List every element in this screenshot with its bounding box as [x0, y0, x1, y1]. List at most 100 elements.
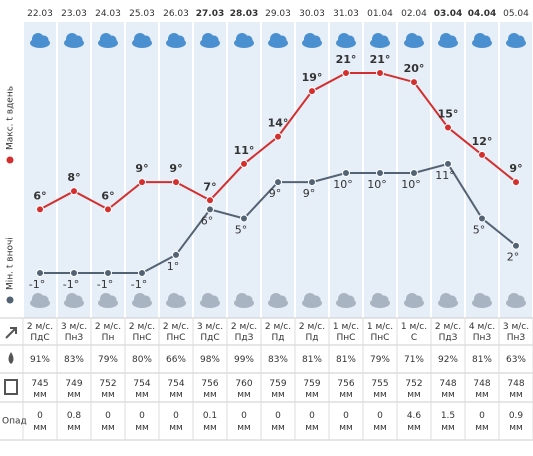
weather-icon [506, 33, 526, 48]
value-label: 14° [268, 117, 289, 130]
humidity: 81% [472, 355, 492, 365]
precip-unit: мм [237, 423, 251, 433]
point [36, 269, 44, 277]
icon-part [73, 35, 83, 45]
humidity: 99% [234, 355, 254, 365]
legend-label: Мін. t вночі [6, 237, 16, 290]
column-bg [466, 22, 498, 318]
point [410, 169, 418, 177]
icon-part [209, 295, 219, 305]
point [308, 178, 316, 187]
wind-dir: ПдС [200, 333, 219, 343]
wind-dir: Пд [272, 333, 285, 343]
precip: 0 [105, 411, 111, 421]
precip-unit: мм [509, 423, 523, 433]
pressure: 752 [99, 379, 116, 389]
legend-dot [6, 296, 14, 304]
icon-part [175, 35, 185, 45]
date: 22.03 [27, 9, 53, 19]
weather-icon [98, 293, 118, 308]
value-label: 15° [438, 108, 459, 121]
wind-dir: ПдЗ [235, 333, 254, 343]
humidity: 91% [30, 355, 50, 365]
precip-unit: мм [203, 423, 217, 433]
point [138, 178, 146, 187]
icon-part [73, 295, 83, 305]
value-label: 6° [33, 189, 46, 202]
pressure-icon [4, 379, 18, 395]
weather-icon [472, 33, 492, 48]
date: 27.03 [196, 9, 224, 19]
icon-part [39, 295, 49, 305]
weather-icon [166, 33, 186, 48]
point [138, 269, 146, 277]
date: 03.04 [434, 9, 462, 19]
value-label: -1° [63, 278, 79, 291]
wind-dir: ПдС [30, 333, 49, 343]
pressure-unit: мм [169, 390, 183, 400]
wind-speed: 2 м/с. [163, 322, 189, 332]
icon-part [515, 295, 525, 305]
precip-unit: мм [67, 423, 81, 433]
wind-speed: 2 м/с. [95, 322, 121, 332]
value-label: 7° [203, 180, 216, 193]
humidity: 79% [370, 355, 390, 365]
precip: 0 [343, 411, 349, 421]
wind-dir: Пн [102, 333, 115, 343]
precip: 0 [309, 411, 315, 421]
column-bg [296, 22, 328, 318]
value-label: 21° [370, 53, 391, 66]
precip: 1.5 [441, 411, 455, 421]
point [274, 178, 282, 187]
icon-part [481, 295, 491, 305]
wind-dir: ПнЗ [507, 333, 526, 343]
point [342, 169, 350, 177]
weather-icon [200, 33, 220, 48]
legend-label: Макс. t вдень [6, 86, 16, 150]
pressure-unit: мм [237, 390, 251, 400]
point [172, 250, 180, 259]
weather-icon [30, 33, 50, 48]
icon-part [243, 295, 253, 305]
icon-part [277, 35, 287, 45]
point [70, 187, 78, 196]
weather-icon [336, 293, 356, 308]
pressure: 748 [507, 379, 524, 389]
weather-icon [268, 293, 288, 308]
humidity-icon [8, 352, 14, 364]
value-label: 9° [303, 187, 316, 200]
pressure-unit: мм [33, 390, 47, 400]
point [274, 132, 282, 141]
weather-icon [370, 33, 390, 48]
weather-icon [302, 293, 322, 308]
icon-part [311, 295, 321, 305]
wind-speed: 3 м/с. [61, 322, 87, 332]
weather-icon [472, 293, 492, 308]
pressure-unit: мм [373, 390, 387, 400]
icon-part [311, 35, 321, 45]
value-label: 9° [509, 162, 522, 175]
precip-label: Опад [2, 417, 27, 427]
value-label: 19° [302, 71, 323, 84]
pressure-unit: мм [271, 390, 285, 400]
weather-icon [302, 33, 322, 48]
pressure: 759 [303, 379, 320, 389]
wind-speed: 2 м/с. [299, 322, 325, 332]
wind-speed: 1 м/с. [333, 322, 359, 332]
precip-unit: мм [135, 423, 149, 433]
pressure-unit: мм [305, 390, 319, 400]
wind-speed: 2 м/с. [435, 322, 461, 332]
precip-unit: мм [169, 423, 183, 433]
date: 31.03 [333, 9, 359, 19]
column-bg [24, 22, 56, 318]
pressure-unit: мм [475, 390, 489, 400]
weather-icon [98, 33, 118, 48]
precip-unit: мм [407, 423, 421, 433]
value-label: -1° [97, 278, 113, 291]
point [206, 205, 214, 214]
point [104, 269, 112, 277]
date: 26.03 [163, 9, 189, 19]
weather-icon [132, 293, 152, 308]
value-label: 12° [472, 135, 493, 148]
weather-icon [132, 33, 152, 48]
